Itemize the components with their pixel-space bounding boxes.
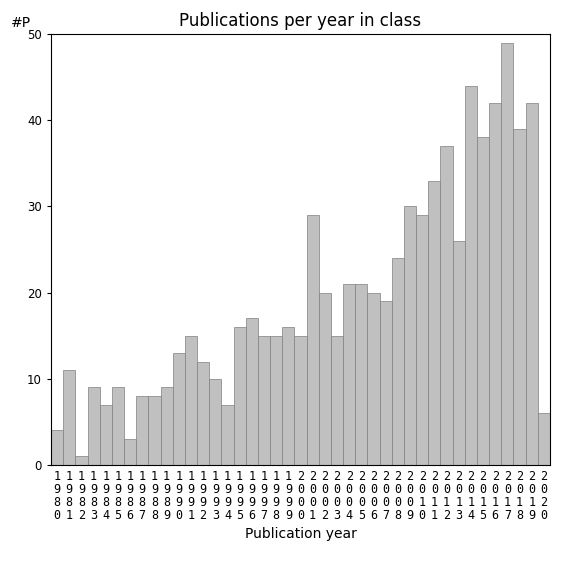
Bar xyxy=(307,215,319,465)
Bar xyxy=(185,336,197,465)
Bar xyxy=(173,353,185,465)
Bar xyxy=(477,137,489,465)
Bar xyxy=(538,413,550,465)
Bar xyxy=(294,336,307,465)
Bar xyxy=(465,86,477,465)
Bar xyxy=(526,103,538,465)
Bar xyxy=(87,387,100,465)
Bar xyxy=(404,206,416,465)
Bar xyxy=(331,336,343,465)
Bar xyxy=(100,405,112,465)
Bar xyxy=(356,284,367,465)
Bar xyxy=(209,379,221,465)
Bar xyxy=(367,293,380,465)
Title: Publications per year in class: Publications per year in class xyxy=(179,12,422,29)
Bar xyxy=(282,327,294,465)
Bar xyxy=(63,370,75,465)
Bar xyxy=(452,241,465,465)
Bar xyxy=(319,293,331,465)
Bar xyxy=(428,180,441,465)
Bar xyxy=(392,258,404,465)
Bar xyxy=(124,439,136,465)
Bar xyxy=(489,103,501,465)
Bar xyxy=(51,430,63,465)
Bar xyxy=(160,387,173,465)
Bar xyxy=(343,284,356,465)
Bar xyxy=(258,336,270,465)
Bar xyxy=(441,146,452,465)
Bar xyxy=(514,129,526,465)
X-axis label: Publication year: Publication year xyxy=(244,527,357,541)
Bar xyxy=(234,327,246,465)
Bar xyxy=(197,362,209,465)
Bar xyxy=(246,319,258,465)
Bar xyxy=(416,215,428,465)
Bar xyxy=(501,43,514,465)
Bar xyxy=(221,405,234,465)
Bar xyxy=(112,387,124,465)
Y-axis label: #P: #P xyxy=(11,16,31,29)
Bar xyxy=(136,396,149,465)
Bar xyxy=(149,396,160,465)
Bar xyxy=(75,456,87,465)
Bar xyxy=(270,336,282,465)
Bar xyxy=(380,301,392,465)
